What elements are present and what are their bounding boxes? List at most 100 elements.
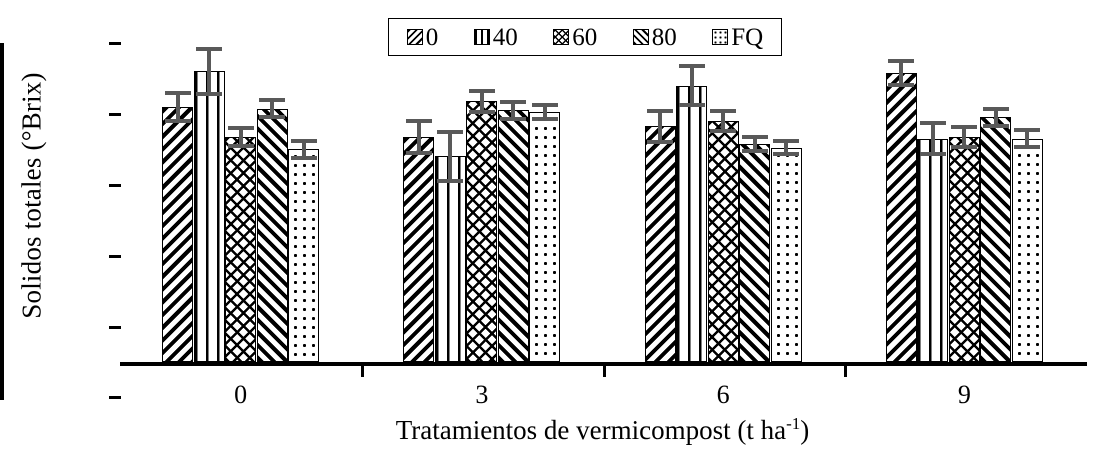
- legend-swatch-icon-80: [632, 29, 649, 45]
- error-bar-cap-lower-FQ-cat-9: [1014, 145, 1041, 150]
- bar-60-cat-9[interactable]: [948, 136, 980, 362]
- error-bar-cap-lower-0-cat-0: [164, 118, 191, 123]
- error-bar-stem-40-cat-9: [930, 120, 935, 157]
- error-bar-cap-lower-40-cat-0: [196, 92, 223, 97]
- x-tick-label-0: 0: [234, 380, 248, 409]
- legend-swatch-icon-40: [473, 29, 490, 45]
- y-tick-1: [109, 325, 121, 329]
- error-bar-cap-upper-FQ-cat-0: [290, 138, 317, 143]
- bar-FQ-cat-6[interactable]: [770, 147, 802, 362]
- error-bar-stem-40-cat-0: [207, 46, 212, 97]
- error-bar-cap-upper-FQ-cat-9: [1014, 128, 1041, 133]
- error-bar-cap-upper-40-cat-6: [678, 64, 705, 69]
- bar-40-cat-6[interactable]: [676, 85, 708, 362]
- x-tick-label-3: 3: [475, 380, 489, 409]
- bar-0-cat-0[interactable]: [162, 106, 194, 362]
- error-bar-cap-upper-FQ-cat-6: [773, 138, 800, 143]
- y-tick-7: [109, 112, 121, 116]
- error-bar-cap-lower-80-cat-9: [982, 124, 1009, 129]
- error-bar-cap-upper-80-cat-3: [500, 99, 527, 104]
- x-tick-label-9: 9: [957, 380, 971, 409]
- error-bar-cap-lower-FQ-cat-6: [773, 152, 800, 157]
- error-bar-stem-60-cat-3: [479, 89, 484, 114]
- error-bar-cap-lower-40-cat-6: [678, 102, 705, 107]
- error-bar-cap-lower-60-cat-9: [951, 145, 978, 150]
- bar-60-cat-3[interactable]: [466, 101, 498, 362]
- error-bar-cap-upper-80-cat-0: [259, 97, 286, 102]
- legend-label-FQ: FQ: [731, 23, 764, 51]
- error-bar-cap-lower-80-cat-3: [500, 116, 527, 121]
- error-bar-cap-lower-0-cat-3: [405, 150, 432, 155]
- error-bar-cap-upper-40-cat-3: [437, 129, 464, 134]
- error-bar-stem-0-cat-0: [175, 90, 180, 123]
- error-bar-stem-0-cat-9: [899, 58, 904, 88]
- error-bar-cap-upper-40-cat-9: [919, 120, 946, 125]
- error-bar-cap-lower-60-cat-0: [227, 143, 254, 148]
- bar-80-cat-9[interactable]: [980, 117, 1012, 362]
- y-axis-title: Solidos totales (°Brix): [16, 72, 47, 319]
- y-tick--1: [109, 396, 121, 400]
- legend-swatch-icon-60: [553, 29, 570, 45]
- x-axis-title-main: Tratamientos de vermicompost (t ha: [395, 415, 787, 445]
- error-bar-cap-upper-40-cat-0: [196, 46, 223, 51]
- legend-item-0[interactable]: 0: [406, 23, 439, 51]
- bar-80-cat-6[interactable]: [739, 144, 771, 362]
- error-bar-stem-40-cat-6: [689, 64, 694, 107]
- error-bar-cap-lower-0-cat-9: [888, 83, 915, 88]
- legend-label-0: 0: [425, 23, 439, 51]
- x-axis-title-tail: ): [800, 415, 810, 445]
- error-bar-cap-lower-80-cat-0: [259, 115, 286, 120]
- error-bar-stem-0-cat-6: [658, 108, 663, 144]
- error-bar-stem-FQ-cat-6: [784, 138, 789, 157]
- error-bar-cap-lower-FQ-cat-3: [531, 116, 558, 121]
- bar-40-cat-3[interactable]: [434, 156, 466, 362]
- bar-80-cat-3[interactable]: [497, 110, 529, 362]
- legend-item-FQ[interactable]: FQ: [712, 25, 763, 50]
- error-bar-cap-lower-0-cat-6: [647, 140, 674, 145]
- bar-FQ-cat-0[interactable]: [288, 149, 320, 362]
- bar-0-cat-9[interactable]: [885, 73, 917, 362]
- legend-swatch-icon-0: [406, 29, 423, 45]
- bar-FQ-cat-9[interactable]: [1011, 138, 1043, 362]
- x-axis-title: Tratamientos de vermicompost (t ha-1): [120, 414, 1085, 446]
- error-bar-cap-upper-60-cat-0: [227, 126, 254, 131]
- legend-item-40[interactable]: 40: [473, 23, 518, 51]
- error-bar-cap-lower-80-cat-6: [741, 148, 768, 153]
- bar-40-cat-0[interactable]: [193, 71, 225, 362]
- bar-80-cat-0[interactable]: [256, 108, 288, 362]
- error-bar-cap-lower-FQ-cat-0: [290, 155, 317, 160]
- error-bar-stem-80-cat-0: [270, 97, 275, 120]
- bar-60-cat-0[interactable]: [225, 136, 257, 362]
- error-bar-stem-60-cat-6: [721, 108, 726, 134]
- x-axis-line: [120, 362, 1087, 366]
- bar-60-cat-6[interactable]: [707, 120, 739, 362]
- error-bar-cap-upper-0-cat-0: [164, 90, 191, 95]
- bar-FQ-cat-3[interactable]: [529, 112, 561, 362]
- x-tick-1: [361, 366, 365, 377]
- error-bar-stem-60-cat-9: [962, 124, 967, 150]
- legend-item-80[interactable]: 80: [632, 25, 677, 50]
- bar-0-cat-6[interactable]: [644, 126, 676, 362]
- y-tick-9: [109, 42, 121, 45]
- legend-label-60: 60: [572, 23, 598, 51]
- plot-area: [120, 43, 1085, 398]
- error-bar-cap-upper-60-cat-6: [710, 108, 737, 113]
- error-bar-stem-80-cat-9: [993, 106, 998, 129]
- error-bar-stem-80-cat-3: [511, 99, 516, 121]
- error-bar-cap-upper-0-cat-9: [888, 58, 915, 63]
- error-bar-stem-40-cat-3: [448, 129, 453, 183]
- error-bar-cap-lower-40-cat-9: [919, 152, 946, 157]
- error-bar-cap-upper-FQ-cat-3: [531, 103, 558, 108]
- error-bar-cap-upper-0-cat-3: [405, 119, 432, 124]
- bar-0-cat-3[interactable]: [403, 136, 435, 362]
- y-tick-5: [109, 183, 121, 187]
- error-bar-cap-upper-60-cat-9: [951, 124, 978, 129]
- error-bar-cap-lower-60-cat-6: [710, 129, 737, 134]
- legend: 0 40 60 80 FQ: [388, 18, 782, 56]
- legend-label-40: 40: [492, 23, 518, 51]
- bar-40-cat-9[interactable]: [917, 138, 949, 362]
- error-bar-stem-60-cat-0: [238, 126, 243, 148]
- error-bar-cap-upper-0-cat-6: [647, 108, 674, 113]
- legend-item-60[interactable]: 60: [553, 25, 597, 50]
